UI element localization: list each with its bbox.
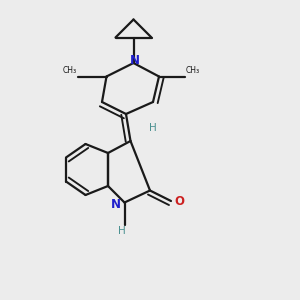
Text: H: H [118,226,125,236]
Text: H: H [149,123,157,134]
Text: N: N [130,54,140,67]
Text: O: O [174,195,184,208]
Text: CH₃: CH₃ [62,66,76,75]
Text: CH₃: CH₃ [186,66,200,75]
Text: N: N [111,197,121,211]
